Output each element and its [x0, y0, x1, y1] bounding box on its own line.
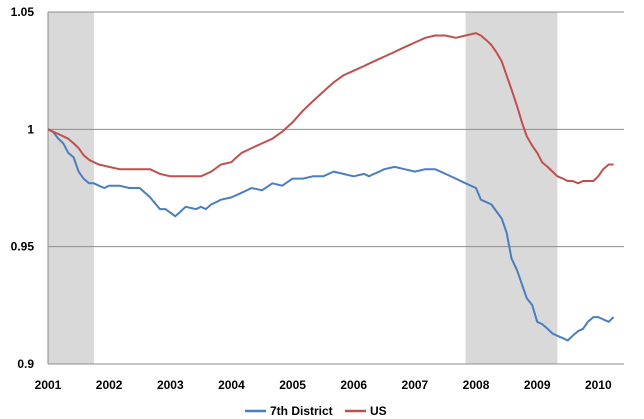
- y-tick-label-1.05: 1.05: [11, 5, 35, 19]
- y-tick-label-0.95: 0.95: [11, 240, 35, 254]
- x-tick-label-2003: 2003: [157, 378, 184, 392]
- series-line-7th-district: [47, 128, 615, 342]
- x-tick-label-2004: 2004: [218, 378, 245, 392]
- series-lines: [47, 32, 615, 342]
- y-tick-label-1: 1: [27, 122, 34, 136]
- series-line-us: [47, 32, 614, 185]
- x-tick-label-2007: 2007: [402, 378, 429, 392]
- recession-bands: [48, 12, 558, 364]
- x-tick-label-2006: 2006: [340, 378, 367, 392]
- legend-label-us: US: [370, 404, 387, 418]
- x-tick-label-2002: 2002: [96, 378, 123, 392]
- x-tick-label-2010: 2010: [585, 378, 612, 392]
- gridlines: [47, 11, 624, 365]
- recession-band-1: [48, 12, 94, 364]
- y-tick-label-0.9: 0.9: [17, 357, 34, 371]
- recession-band-2: [465, 12, 558, 364]
- y-axis-tick-labels: 0.9 0.95 1 1.05: [11, 5, 35, 371]
- x-tick-label-2001: 2001: [35, 378, 62, 392]
- legend: 7th District US: [245, 404, 387, 418]
- legend-label-7th-district: 7th District: [270, 404, 333, 418]
- x-axis-tick-labels: 2001 2002 2003 2004 2005 2006 2007 2008 2009 2010: [35, 378, 612, 392]
- x-tick-label-2008: 2008: [463, 378, 490, 392]
- x-tick-label-2009: 2009: [524, 378, 551, 392]
- x-tick-label-2005: 2005: [279, 378, 306, 392]
